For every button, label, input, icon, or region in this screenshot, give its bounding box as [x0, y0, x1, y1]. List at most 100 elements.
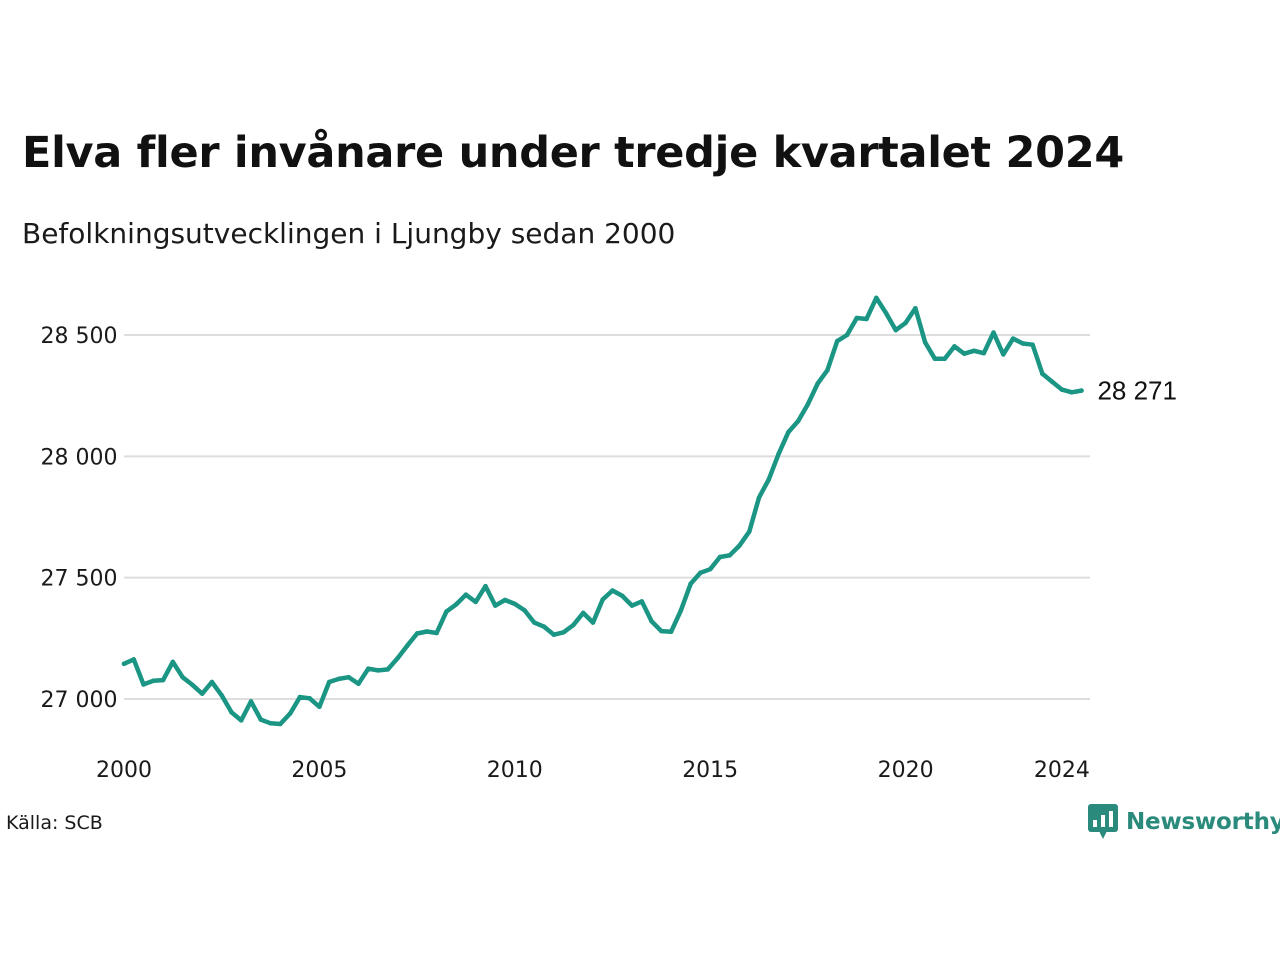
data-point: [707, 566, 713, 572]
data-point: [551, 632, 557, 637]
data-point: [834, 338, 840, 344]
data-point: [1049, 379, 1055, 385]
data-point: [600, 597, 606, 602]
data-point: [365, 666, 371, 671]
data-point: [610, 588, 615, 593]
brand-name: Newsworthy: [1126, 809, 1280, 835]
data-point: [502, 597, 508, 603]
series-layer: [121, 295, 1084, 727]
data-point: [492, 603, 498, 608]
x-tick-label: 2010: [487, 758, 543, 783]
data-point: [434, 630, 439, 636]
data-point: [336, 676, 342, 682]
data-point: [209, 679, 215, 685]
data-point: [922, 339, 928, 345]
data-point: [668, 629, 674, 635]
data-point: [522, 608, 527, 613]
data-point: [854, 315, 860, 321]
data-point: [453, 602, 459, 607]
data-point: [219, 693, 224, 698]
data-point: [1069, 389, 1074, 395]
data-point: [1040, 371, 1045, 377]
data-point: [483, 583, 488, 589]
x-tick-label: 2015: [682, 758, 738, 783]
data-point: [717, 554, 723, 560]
data-point: [805, 401, 811, 407]
data-point: [151, 678, 156, 684]
data-point: [121, 661, 127, 667]
gridlines: [124, 334, 1090, 700]
y-tick-label: 28 000: [41, 445, 118, 470]
x-tick-label: 2005: [291, 758, 347, 783]
data-point: [385, 667, 391, 672]
data-point: [395, 655, 400, 661]
data-point: [541, 624, 547, 629]
data-point: [141, 682, 146, 687]
data-point: [619, 593, 625, 599]
data-point: [913, 306, 918, 311]
data-point: [746, 529, 752, 534]
data-point: [776, 451, 781, 457]
data-point: [678, 608, 684, 613]
data-point: [932, 356, 938, 362]
x-tick-label: 2020: [878, 758, 934, 783]
source-note: Källa: SCB: [6, 812, 103, 834]
data-point: [698, 570, 703, 576]
data-point: [414, 631, 420, 636]
data-point: [786, 429, 791, 435]
data-point: [952, 344, 957, 349]
data-point: [248, 699, 254, 704]
data-point: [356, 681, 361, 687]
y-axis-ticks: 27 000 27 500 28 000 28 500: [41, 324, 118, 713]
data-point: [737, 543, 742, 548]
x-tick-label: 2024: [1034, 758, 1090, 783]
data-point: [864, 316, 869, 322]
newsworthy-logo-icon: [1088, 804, 1118, 839]
data-point: [766, 477, 772, 482]
data-point: [424, 629, 430, 634]
data-point: [942, 356, 947, 362]
series-line: [121, 295, 1084, 727]
data-point: [463, 592, 469, 597]
data-point: [180, 674, 185, 680]
data-point: [512, 601, 518, 607]
data-point: [688, 581, 693, 587]
data-point: [1059, 387, 1065, 392]
data-point: [278, 721, 283, 727]
data-point: [297, 694, 303, 700]
data-point: [1001, 352, 1006, 357]
data-point: [268, 720, 273, 726]
data-point: [580, 610, 586, 616]
data-point: [649, 619, 654, 624]
data-point: [1079, 388, 1084, 393]
chart-subtitle: Befolkningsutvecklingen i Ljungby sedan …: [22, 217, 676, 250]
data-point: [825, 367, 830, 373]
chart-title: Elva fler invånare under tredje kvartale…: [22, 128, 1124, 178]
data-point: [1030, 342, 1035, 348]
data-point: [815, 381, 820, 386]
data-point: [444, 609, 449, 614]
end-value-label: 28 271: [1097, 376, 1177, 406]
data-point: [160, 677, 166, 683]
y-tick-label: 27 500: [41, 567, 118, 592]
brand-logo: Newsworthy: [1088, 804, 1280, 840]
data-point: [727, 553, 733, 558]
data-point: [170, 659, 176, 665]
data-point: [326, 679, 332, 685]
y-tick-label: 28 500: [41, 324, 118, 349]
data-point: [571, 622, 576, 628]
data-point: [981, 350, 987, 356]
x-tick-label: 2000: [96, 758, 152, 783]
data-point: [317, 704, 322, 710]
data-point: [883, 310, 889, 316]
data-point: [844, 332, 850, 338]
data-point: [971, 348, 977, 354]
data-point: [639, 599, 645, 604]
data-point: [903, 320, 908, 326]
data-point: [1020, 341, 1026, 346]
data-point: [532, 620, 537, 625]
data-point: [961, 351, 967, 356]
data-point: [991, 330, 996, 335]
data-point: [473, 599, 479, 605]
annotation-layer: 28 271: [1097, 376, 1177, 406]
